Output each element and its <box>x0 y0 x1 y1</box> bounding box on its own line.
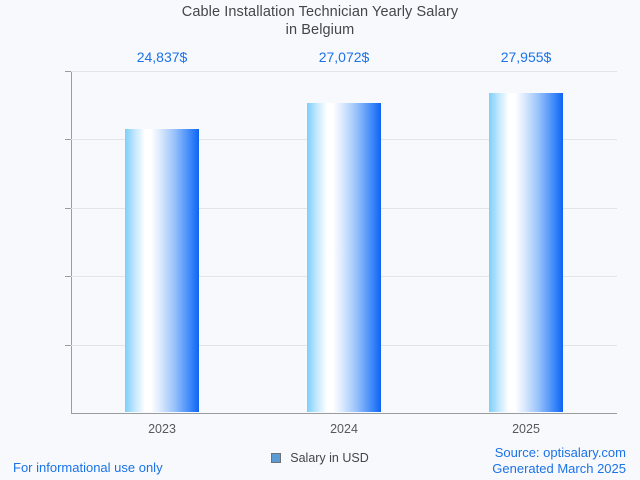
x-axis-line <box>71 413 617 414</box>
y-axis-tick <box>65 276 71 278</box>
footer-source: Source: optisalary.com <box>494 445 626 460</box>
legend-swatch-icon <box>271 453 282 463</box>
footer-source-block: Source: optisalary.com Generated March 2… <box>492 445 626 477</box>
y-axis-tick <box>65 71 71 72</box>
footer-generated: Generated March 2025 <box>492 461 626 476</box>
x-axis-tick-label-2023: 2023 <box>148 422 176 436</box>
bar-2023[interactable] <box>125 128 199 412</box>
plot-area: 600012000180002400030000 24,837$27,072$2… <box>65 49 617 436</box>
legend-item-salary-in-usd[interactable]: Salary in USD <box>271 451 369 465</box>
y-axis-tick <box>65 344 71 346</box>
chart-legend: Salary in USD <box>0 451 640 466</box>
legend-item-label: Salary in USD <box>290 451 369 465</box>
x-axis-tick-label-2024: 2024 <box>330 422 358 436</box>
bar-value-label-2023: 24,837$ <box>136 49 188 65</box>
bar-value-label-2025: 27,955$ <box>500 49 552 65</box>
chart-title-line-2: in Belgium <box>285 22 355 38</box>
bar-2025[interactable] <box>489 93 563 412</box>
y-axis-tick <box>65 207 71 209</box>
y-axis-line <box>71 71 72 414</box>
chart-title: Cable Installation Technician Yearly Sal… <box>0 3 640 39</box>
bar-2024[interactable] <box>307 103 381 412</box>
footer-disclaimer: For informational use only <box>13 460 163 475</box>
bar-value-label-2024: 27,072$ <box>318 49 370 65</box>
x-axis-tick-label-2025: 2025 <box>512 422 540 436</box>
chart-title-line-1: Cable Installation Technician Yearly Sal… <box>181 4 459 20</box>
gridline <box>71 71 617 72</box>
y-axis-tick <box>65 139 71 141</box>
